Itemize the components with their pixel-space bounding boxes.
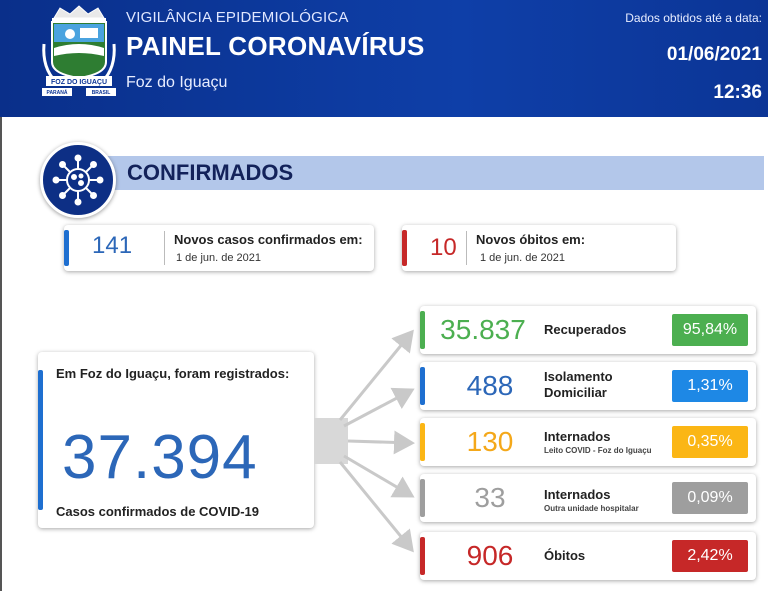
hospital-covid-row: 130 Internados Leito COVID - Foz do Igua… [420,418,756,466]
new-cases-card: 141 Novos casos confirmados em: 1 de jun… [64,225,374,271]
hospital-other-label: Internados [544,487,611,502]
header-subtitle: VIGILÂNCIA EPIDEMIOLÓGICA [126,9,349,26]
total-cases-accent-bar [38,369,43,511]
total-cases-label: Em Foz do Iguaçu, foram registrados: [56,366,290,381]
virus-icon [52,154,104,206]
deaths-percent-badge: 2,42% [672,540,748,572]
data-date: 01/06/2021 [666,44,762,65]
new-cases-value: 141 [92,232,133,259]
section-title: CONFIRMADOS [127,160,294,185]
hospital-other-sublabel: Outra unidade hospitalar [544,504,639,513]
deaths-row: 906 Óbitos 2,42% [420,532,756,580]
new-deaths-value: 10 [430,234,457,261]
total-cases-value: 37.394 [62,423,258,492]
data-date-label: Dados obtidos até a data: [625,11,762,25]
logo-text-right: BRASIL [92,90,111,96]
left-divider [0,117,2,591]
arrow-recovered [338,329,414,421]
arrow-hospital-other [343,454,415,498]
recovered-accent-bar [420,310,425,350]
deaths-accent-bar [420,536,425,576]
recovered-row: 35.837 Recuperados 95,84% [420,306,756,354]
new-cases-label: Novos casos confirmados em: [174,232,363,247]
total-cases-card: Em Foz do Iguaçu, foram registrados: 37.… [38,352,314,528]
recovered-label: Recuperados [544,322,627,337]
hospital-covid-label: Internados [544,429,611,444]
city-name: Foz do Iguaçu [126,74,228,91]
hospital-other-accent-bar [420,478,425,518]
new-cases-accent-bar [64,229,69,267]
arrow-isolation [343,387,415,428]
data-time: 12:36 [713,82,762,103]
new-deaths-date: 1 de jun. de 2021 [480,252,566,264]
deaths-label: Óbitos [544,548,586,563]
arrow-hospital-covid [347,430,415,455]
total-cases-caption: Casos confirmados de COVID-19 [56,504,259,519]
hospital-other-value: 33 [474,482,506,513]
logo-text-top: FOZ DO IGUAÇU [51,79,107,86]
virus-icon-badge [40,142,116,218]
arrow-deaths [338,461,414,553]
new-deaths-accent-bar [402,229,407,267]
recovered-value: 35.837 [440,314,526,345]
isolation-accent-bar [420,366,425,406]
isolation-value: 488 [466,370,514,401]
hospital-covid-percent-badge: 0,35% [672,426,748,458]
deaths-value: 906 [466,540,514,571]
new-cases-date: 1 de jun. de 2021 [176,252,262,264]
logo-text-left: PARANÁ [46,89,67,96]
isolation-percent-badge: 1,31% [672,370,748,402]
isolation-label: Isolamento Domiciliar [544,369,613,400]
hospital-covid-sublabel: Leito COVID - Foz do Iguaçu [544,446,652,455]
recovered-percent-badge: 95,84% [672,314,748,346]
hospital-covid-accent-bar [420,422,425,462]
isolation-row: 488 Isolamento Domiciliar 1,31% [420,362,756,410]
hospital-other-percent-badge: 0,09% [672,482,748,514]
new-deaths-label: Novos óbitos em: [476,232,586,247]
hospital-covid-value: 130 [466,426,514,457]
new-deaths-divider [466,231,467,265]
page-title: PAINEL CORONAVÍRUS [126,31,425,61]
header: FOZ DO IGUAÇU PARANÁ BRASIL VIGILÂNCIA E… [0,0,768,117]
hospital-other-row: 33 Internados Outra unidade hospitalar 0… [420,474,756,522]
new-deaths-card: 10 Novos óbitos em: 1 de jun. de 2021 [402,225,676,271]
city-coat-of-arms-logo: FOZ DO IGUAÇU PARANÁ BRASIL [42,5,116,96]
breakdown-connector [314,418,348,464]
section-band [58,156,764,190]
new-cases-divider [164,231,165,265]
